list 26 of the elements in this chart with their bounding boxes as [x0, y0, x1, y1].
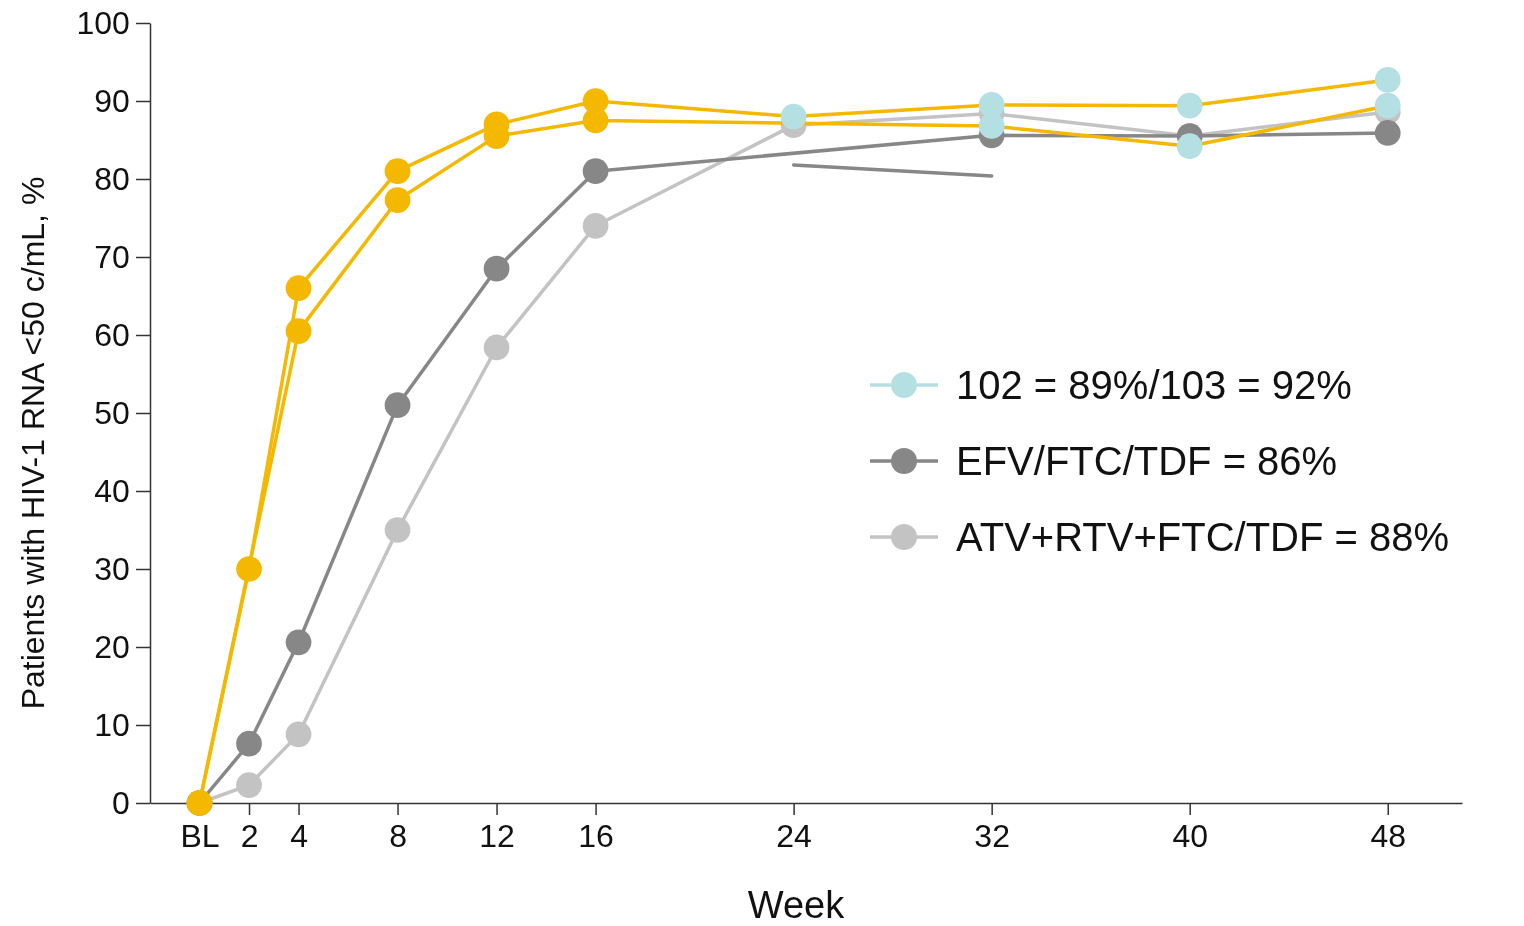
legend-label: EFV/FTC/TDF = 86%	[956, 439, 1338, 483]
y-tick-label: 70	[94, 238, 130, 275]
x-tick-label: 48	[1370, 817, 1407, 854]
y-tick-label: 40	[94, 472, 130, 509]
y-axis-title: Patients with HIV-1 RNA <50 c/mL, %	[15, 176, 51, 710]
x-tick-label: 24	[776, 817, 812, 854]
legend-label: 102 = 89%/103 = 92%	[956, 363, 1352, 407]
x-tick-label: 12	[479, 817, 515, 854]
y-tick-label: 20	[94, 628, 130, 665]
x-tick-label: 16	[578, 817, 614, 854]
x-tick-label: 8	[389, 817, 407, 854]
y-tick-label: 10	[94, 706, 130, 743]
y-tick-label: 100	[76, 4, 130, 41]
x-axis-title: Week	[747, 884, 846, 926]
y-tick-label: 50	[94, 394, 130, 431]
x-tick-label: BL	[180, 817, 220, 854]
x-tick-label: 4	[290, 817, 308, 854]
legend-label: ATV+RTV+FTC/TDF = 88%	[956, 515, 1450, 559]
y-tick-label: 0	[112, 784, 130, 821]
y-tick-label: 30	[94, 550, 130, 587]
y-tick-label: 90	[94, 82, 130, 119]
y-tick-label: 80	[94, 160, 130, 197]
x-tick-label: 40	[1172, 817, 1208, 854]
y-tick-label: 60	[94, 316, 130, 353]
x-tick-label: 2	[240, 817, 259, 854]
x-tick-label: 32	[974, 817, 1010, 854]
